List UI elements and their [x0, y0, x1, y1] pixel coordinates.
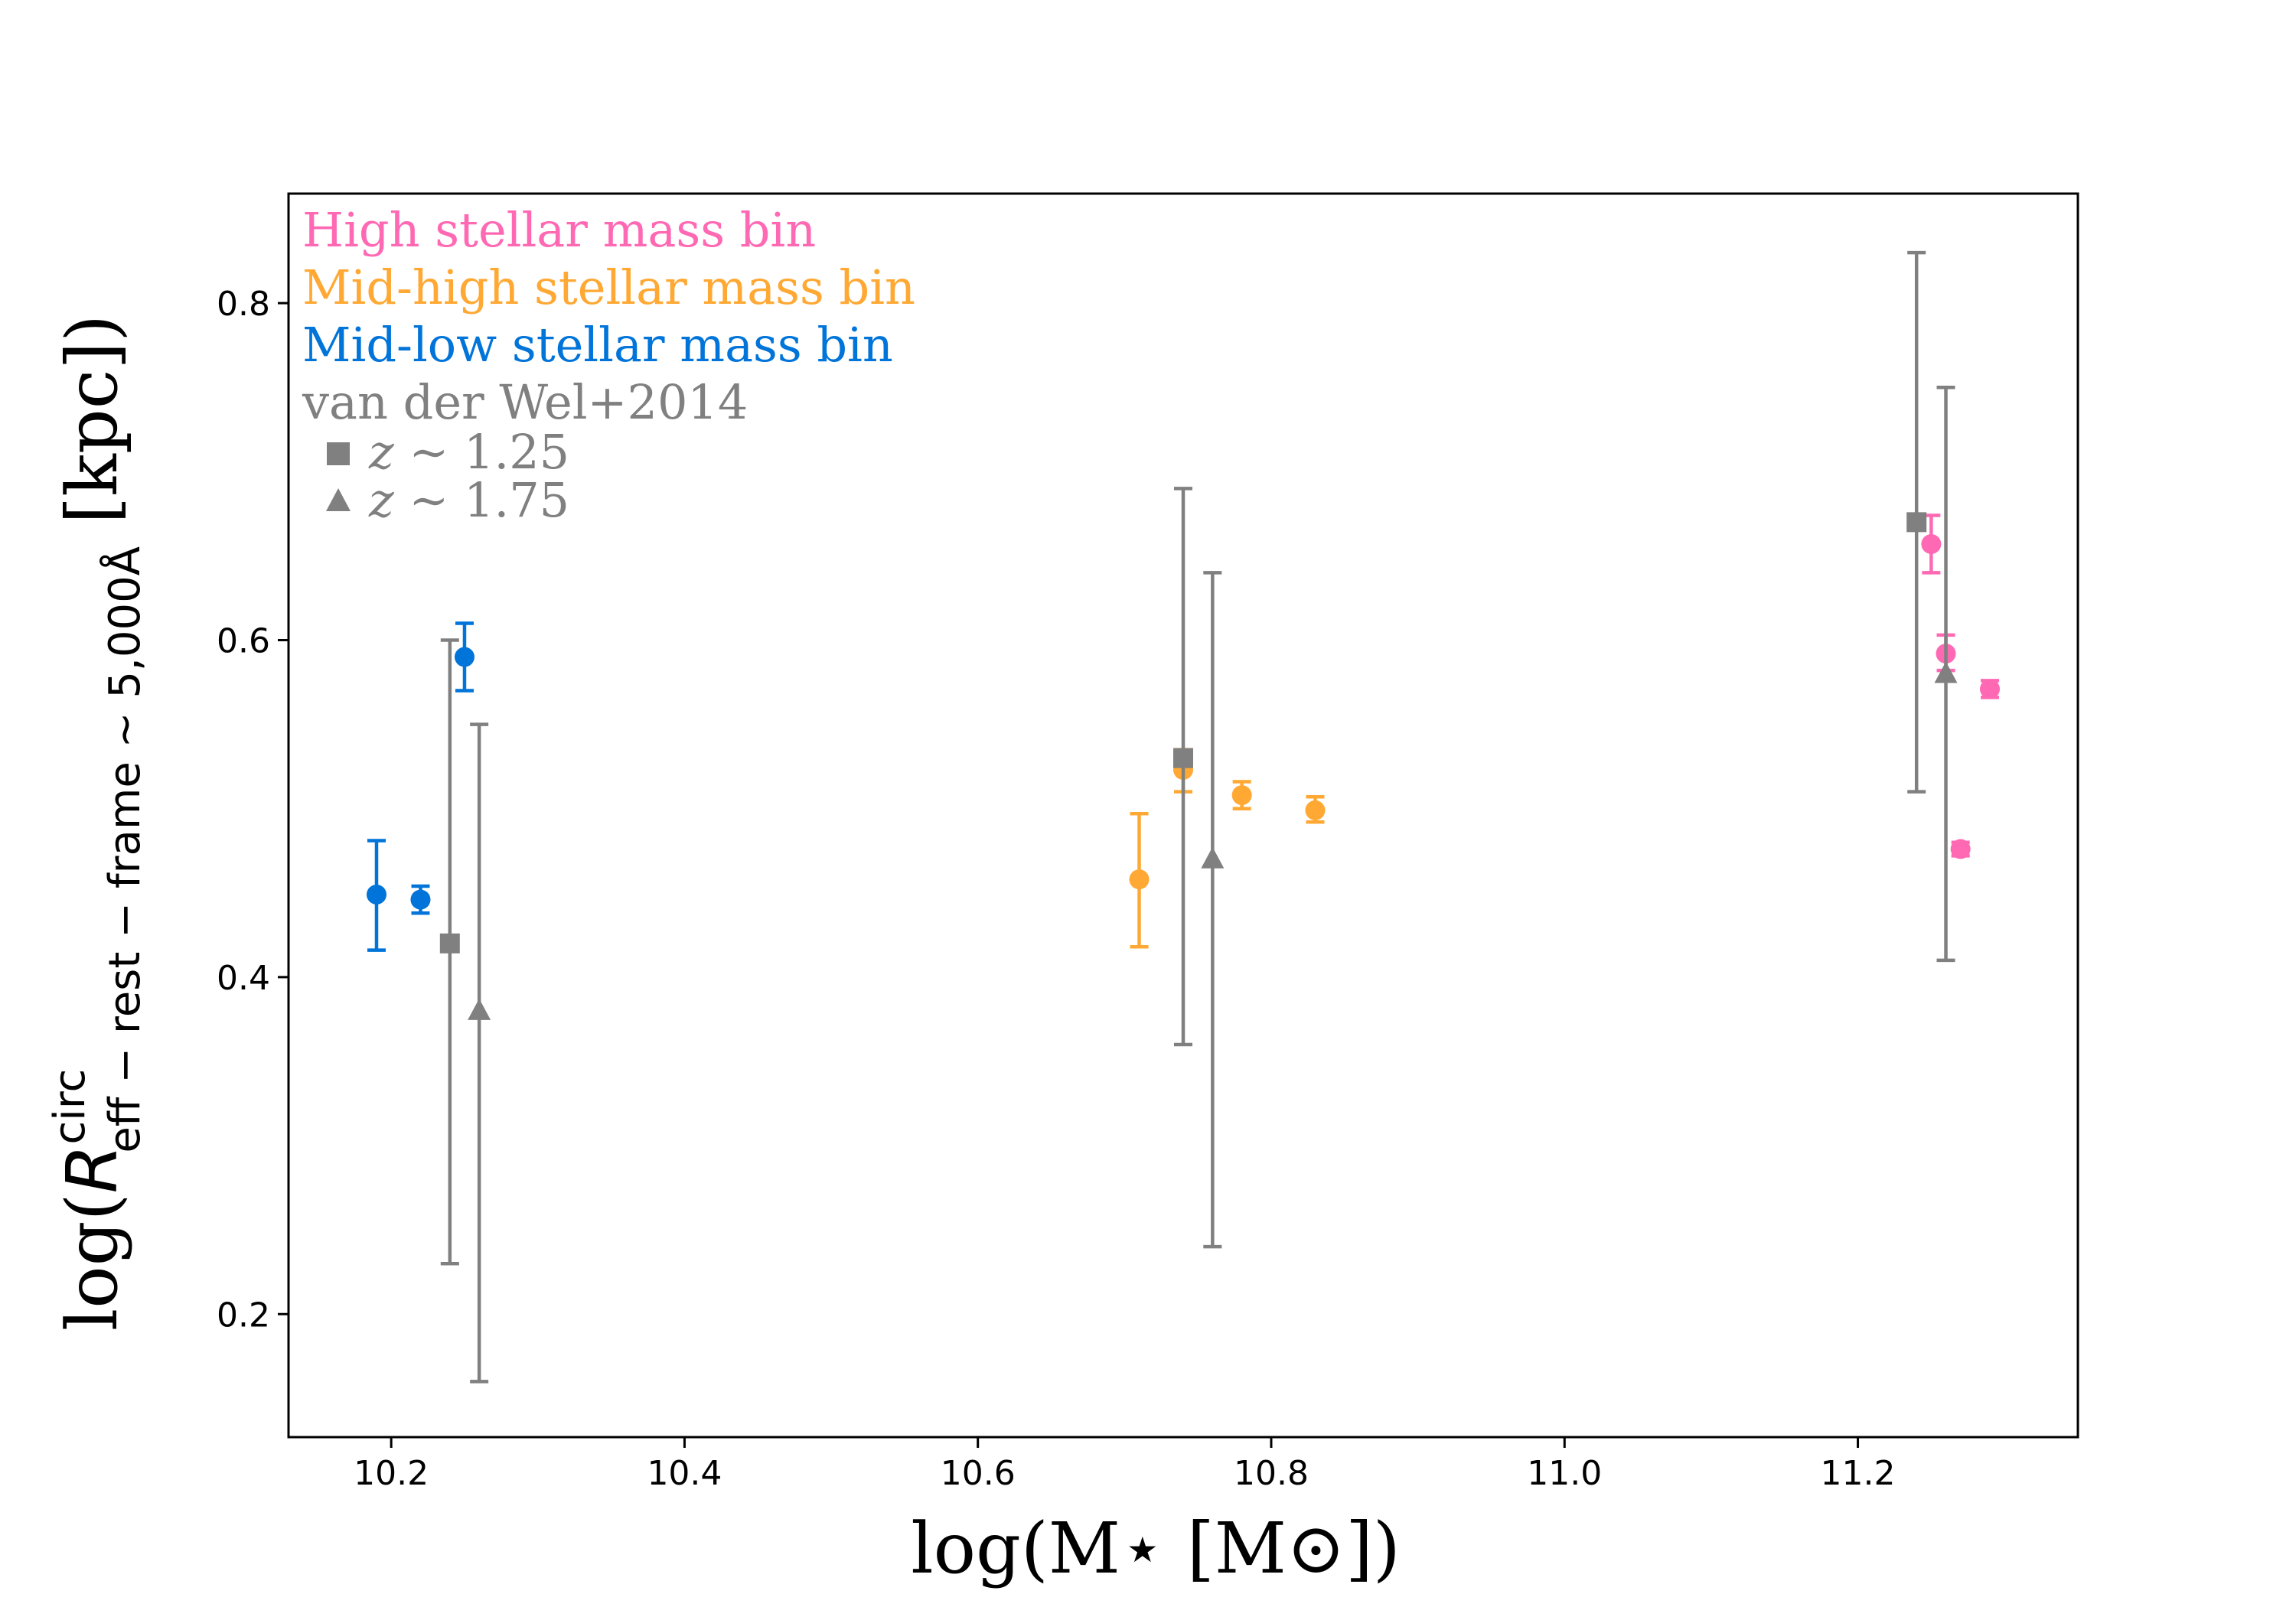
- y-tick-label: 0.2: [217, 1296, 270, 1335]
- data-point: [454, 647, 475, 667]
- x-tick-label: 11.2: [1821, 1454, 1896, 1493]
- legend-label-mid-high: Mid-high stellar mass bin: [302, 259, 915, 315]
- data-point-triangle: [1201, 846, 1225, 869]
- y-axis-title-superscript: circ: [45, 1069, 95, 1145]
- y-axis-title-suffix: [kpc]): [51, 315, 133, 546]
- data-point-triangle: [1934, 661, 1958, 683]
- data-point-square: [1173, 748, 1193, 768]
- series-van-der-wel-2014-z-1-75: [468, 385, 1958, 1384]
- data-point-square: [1906, 512, 1927, 533]
- legend-z-symbol: z: [368, 424, 394, 480]
- x-axis-title: log(M⋆ [M⊙]): [911, 1508, 1401, 1589]
- y-tick-label: 0.8: [217, 285, 270, 324]
- x-tick-label: 10.2: [354, 1454, 429, 1493]
- y-axis-title: log(Rcirc eff − rest − frame ∼ 5,000Å [kp…: [45, 315, 150, 1331]
- plot-area: [366, 250, 2001, 1384]
- legend-triangle-marker: [326, 488, 351, 511]
- data-point: [1231, 785, 1252, 806]
- data-point: [1921, 533, 1942, 554]
- series-van-der-wel-2014-z-1-25: [439, 250, 1927, 1266]
- x-axis: 10.2 10.4 10.6 10.8 11.0 11.2: [354, 1437, 1896, 1493]
- legend-z-symbol: z: [368, 472, 394, 528]
- legend: High stellar mass bin Mid-high stellar m…: [302, 202, 915, 528]
- data-point: [1129, 869, 1150, 890]
- data-point: [1950, 839, 1971, 859]
- y-axis: 0.2 0.4 0.6 0.8: [217, 285, 289, 1335]
- data-point: [366, 884, 386, 905]
- x-tick-label: 11.0: [1527, 1454, 1602, 1493]
- legend-label-high: High stellar mass bin: [302, 202, 816, 258]
- legend-label-z125: z ∼ 1.25: [368, 424, 569, 480]
- legend-label-van-der-wel: van der Wel+2014: [302, 374, 748, 430]
- legend-z125-value: ∼ 1.25: [394, 424, 569, 480]
- y-tick-label: 0.6: [217, 622, 270, 661]
- data-point-triangle: [468, 998, 491, 1020]
- data-point: [410, 889, 431, 910]
- legend-square-marker: [327, 442, 350, 465]
- axes-frame: [287, 192, 2079, 1439]
- data-point-square: [439, 933, 460, 953]
- legend-z175-value: ∼ 1.75: [394, 472, 569, 528]
- data-point: [1980, 679, 2001, 699]
- x-tick-label: 10.4: [647, 1454, 722, 1493]
- x-tick-label: 10.8: [1234, 1454, 1309, 1493]
- y-axis-title-symbol: R: [51, 1145, 133, 1194]
- x-tick-label: 10.6: [941, 1454, 1016, 1493]
- legend-label-mid-low: Mid-low stellar mass bin: [302, 317, 893, 373]
- data-point: [1305, 800, 1326, 820]
- y-axis-title-prefix: log(: [51, 1194, 133, 1332]
- series-mid-low-stellar-mass-bin: [366, 621, 475, 952]
- y-axis-title-subscript: eff − rest − frame ∼ 5,000Å: [99, 546, 150, 1153]
- y-tick-label: 0.4: [217, 959, 270, 998]
- legend-label-z175: z ∼ 1.75: [368, 472, 569, 528]
